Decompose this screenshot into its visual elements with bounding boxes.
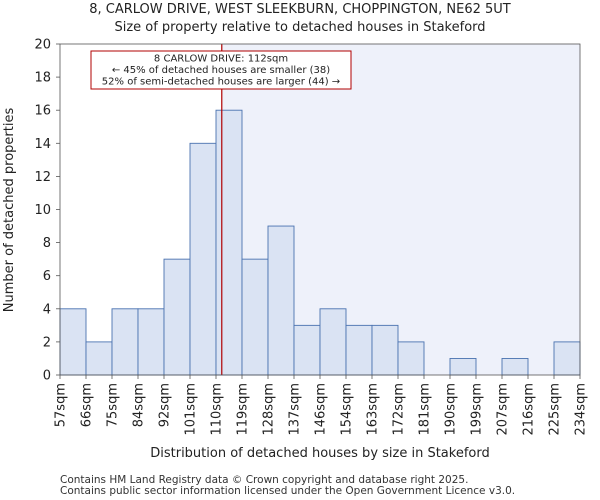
bar-75sqm <box>111 308 139 376</box>
bar-101sqm <box>189 142 217 376</box>
y-tick-label: 18 <box>34 71 51 86</box>
bar-207sqm <box>501 358 529 376</box>
x-tick-label: 225sqm <box>548 383 563 436</box>
bar-119sqm <box>241 258 269 376</box>
annotation-line-2: ← 45% of detached houses are smaller (38… <box>112 65 330 76</box>
y-tick-label: 2 <box>43 335 51 350</box>
x-tick-label: 199sqm <box>470 383 485 436</box>
bar-110sqm <box>215 109 243 376</box>
x-tick-label: 234sqm <box>574 383 589 436</box>
bars <box>59 109 581 376</box>
plot-area: 0 2 4 6 8 10 12 14 16 18 20 57sqm 66sqm 75sqm 84sqm 92… <box>34 38 588 436</box>
chart-subtitle: Size of property relative to detached ho… <box>114 20 485 35</box>
y-axis-ticks: 0 2 4 6 8 10 12 14 16 18 20 <box>34 38 60 384</box>
x-tick-label: 92sqm <box>158 383 173 427</box>
x-tick-label: 57sqm <box>54 383 69 427</box>
x-tick-label: 75sqm <box>106 383 121 427</box>
bar-146sqm <box>319 308 347 376</box>
y-tick-label: 20 <box>34 38 51 53</box>
x-tick-label: 101sqm <box>184 383 199 436</box>
x-tick-label: 110sqm <box>210 383 225 436</box>
x-tick-label: 128sqm <box>262 383 277 436</box>
marker-annotation: 8 CARLOW DRIVE: 112sqm ← 45% of detached… <box>90 50 352 90</box>
bar-172sqm <box>397 341 425 376</box>
x-tick-label: 66sqm <box>80 383 95 427</box>
chart-title: 8, CARLOW DRIVE, WEST SLEEKBURN, CHOPPIN… <box>89 2 511 17</box>
bar-84sqm <box>137 308 165 376</box>
x-tick-label: 146sqm <box>314 383 329 436</box>
bar-154sqm <box>345 324 373 376</box>
bar-225sqm <box>553 341 581 376</box>
y-tick-label: 8 <box>43 236 51 251</box>
x-axis-ticks: 57sqm 66sqm 75sqm 84sqm 92sqm 101sqm 110sqm 119… <box>54 375 589 436</box>
x-tick-label: 154sqm <box>340 383 355 436</box>
bar-57sqm <box>59 308 87 376</box>
y-tick-label: 4 <box>43 302 51 317</box>
footer-line-1: Contains HM Land Registry data © Crown c… <box>60 474 468 486</box>
x-tick-label: 163sqm <box>366 383 381 436</box>
y-axis-label: Number of detached properties <box>2 108 17 313</box>
y-tick-label: 12 <box>34 170 51 185</box>
x-tick-label: 181sqm <box>418 383 433 436</box>
y-tick-label: 16 <box>34 104 51 119</box>
y-tick-label: 14 <box>34 137 51 152</box>
bar-163sqm <box>371 324 399 376</box>
y-tick-label: 6 <box>43 269 51 284</box>
bar-190sqm <box>449 358 477 376</box>
annotation-line-3: 52% of semi-detached houses are larger (… <box>102 77 340 88</box>
x-tick-label: 172sqm <box>392 383 407 436</box>
x-tick-label: 84sqm <box>132 383 147 427</box>
annotation-line-1: 8 CARLOW DRIVE: 112sqm <box>154 54 288 65</box>
y-tick-label: 0 <box>43 369 51 384</box>
bar-92sqm <box>163 258 191 376</box>
x-tick-label: 207sqm <box>496 383 511 436</box>
footer-line-2: Contains public sector information licen… <box>60 485 515 497</box>
x-tick-label: 216sqm <box>522 383 537 436</box>
bar-66sqm <box>85 341 113 376</box>
bar-137sqm <box>293 324 321 376</box>
x-tick-label: 190sqm <box>444 383 459 436</box>
x-tick-label: 137sqm <box>288 383 303 436</box>
bar-128sqm <box>267 225 295 376</box>
x-tick-label: 119sqm <box>236 383 251 436</box>
y-tick-label: 10 <box>34 203 51 218</box>
x-axis-label: Distribution of detached houses by size … <box>150 446 490 461</box>
annotation-box <box>90 50 352 90</box>
